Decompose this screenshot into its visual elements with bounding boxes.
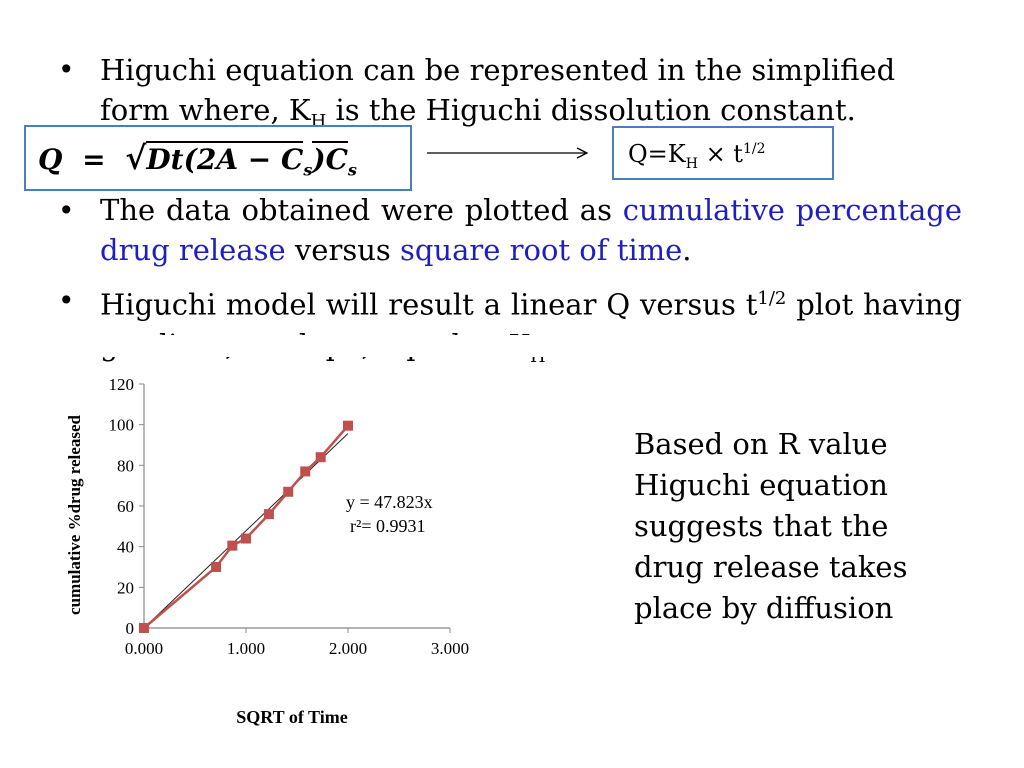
square-root-sign: √ xyxy=(125,139,147,177)
data-point-marker xyxy=(139,623,149,633)
clipped-text-mask xyxy=(90,335,710,357)
y-tick-label: 120 xyxy=(109,375,135,394)
x-tick-label: 1.000 xyxy=(227,639,265,658)
chart-trendline xyxy=(143,433,349,629)
equation-box-right: Q=KH × t1/2 xyxy=(612,126,834,180)
y-axis-label: cumulative %drug released xyxy=(65,415,84,615)
equation-box-left: Q = √Dt(2A − Cs)Cs xyxy=(24,125,412,191)
higuchi-plot-chart: 0 20 40 60 80 100 120 0.000 1.000 2.000 3.000 cumu… xyxy=(65,375,470,727)
conclusion-line: Based on R value xyxy=(634,427,888,461)
bullet-marker-1: • xyxy=(58,53,75,86)
data-point-marker xyxy=(263,509,274,520)
x-tick-label: 3.000 xyxy=(431,639,469,658)
y-tick-label: 100 xyxy=(109,416,135,435)
highlight-square-root-time: square root of time xyxy=(399,233,683,267)
x-tick-label: 2.000 xyxy=(329,639,367,658)
data-point-marker xyxy=(315,452,326,463)
data-point-marker xyxy=(283,486,294,497)
bullet-1-line-2-post: is the Higuchi dissolution constant. xyxy=(326,93,856,127)
y-tick-label: 40 xyxy=(117,538,134,557)
bullet-1-text: Higuchi equation can be represented in t… xyxy=(100,50,962,142)
bullet-1-line-1: Higuchi equation can be represented in t… xyxy=(100,53,896,87)
arrow-right-icon xyxy=(427,147,589,159)
conclusion-line: place by diffusion xyxy=(634,591,894,625)
bullet-2-text: The data obtained were plotted as cumula… xyxy=(100,193,962,267)
y-tick-label: 80 xyxy=(117,456,134,475)
y-tick-label: 0 xyxy=(126,619,135,638)
trendline-line xyxy=(143,433,349,629)
conclusion-line: suggests that the xyxy=(634,509,889,543)
higuchi-simplified-equation: Q=KH × t1/2 xyxy=(628,140,766,172)
x-tick-label: 0.000 xyxy=(125,639,163,658)
bullet-marker-2: • xyxy=(58,194,75,227)
bullet-3-text: Higuchi model will result a linear Q ver… xyxy=(100,287,962,367)
data-point-marker xyxy=(300,466,311,477)
data-point-marker xyxy=(343,420,353,431)
data-point-marker xyxy=(241,533,251,544)
data-point-marker xyxy=(227,540,238,551)
chart-series xyxy=(139,420,353,633)
trend-equation-label: y = 47.823x xyxy=(346,492,433,512)
chart-axes: 0 20 40 60 80 100 120 0.000 1.000 2.000 3.000 xyxy=(109,375,470,658)
conclusion-line: Higuchi equation xyxy=(634,468,888,502)
conclusion-line: drug release takes xyxy=(634,550,908,584)
x-axis-label: SQRT of Time xyxy=(236,707,347,727)
y-tick-label: 20 xyxy=(117,578,134,597)
highlight-cumulative-release: cumulative percentage drug release xyxy=(100,193,962,267)
bullet-1-line-2-pre: form where, K xyxy=(100,93,311,127)
higuchi-full-equation: Q = √Dt(2A − Cs)Cs xyxy=(38,139,357,180)
data-point-marker xyxy=(211,562,222,572)
bullet-marker-3: • xyxy=(58,284,75,317)
r-squared-label: r²= 0.9931 xyxy=(350,516,426,536)
conclusion-text: Based on R value Higuchi equation sugges… xyxy=(634,424,964,629)
y-tick-label: 60 xyxy=(117,497,134,516)
